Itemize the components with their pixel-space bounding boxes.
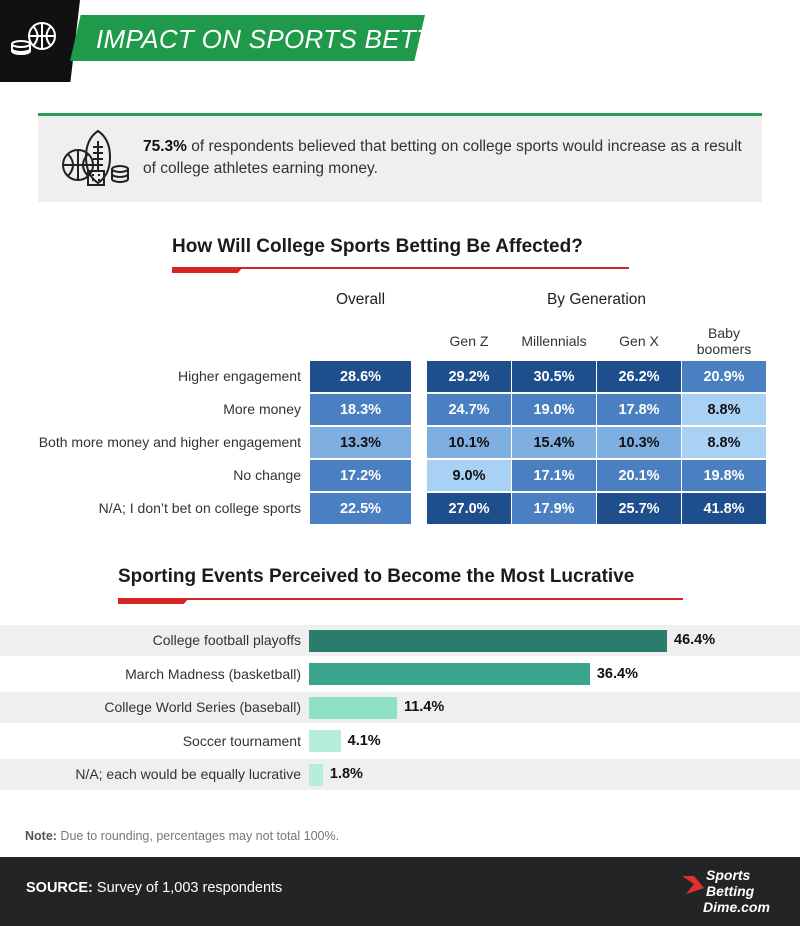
source-text: SOURCE: Survey of 1,003 respondents (26, 880, 282, 896)
bar-value-label: 11.4% (403, 699, 445, 715)
page-title: IMPACT ON SPORTS BETTING (96, 24, 480, 54)
table-cell: 18.3% (310, 394, 411, 425)
table-row-label: Higher engagement (178, 368, 301, 384)
bar-value-label: 36.4% (596, 665, 638, 682)
source-description: Survey of 1,003 respondents (92, 880, 283, 896)
table-title-accent (172, 268, 242, 273)
column-header: Gen X (619, 333, 659, 349)
table-cell: 17.9% (512, 493, 596, 524)
logo-line-1: Sports (706, 867, 751, 883)
bar-label: College World Series (baseball) (104, 699, 301, 715)
bar-label: College football playoffs (152, 632, 301, 648)
table-cell: 20.9% (682, 361, 766, 392)
table-cell: 10.3% (597, 427, 681, 458)
bar (309, 730, 341, 752)
sports-balls-icon (62, 129, 129, 186)
bar (309, 663, 590, 685)
logo-line-3: Dime.com (703, 899, 770, 915)
table-row-label: N/A; I don’t bet on college sports (98, 500, 301, 516)
sports-balls-coins-icon (11, 22, 56, 55)
bar-chart-title-underline (118, 598, 683, 600)
bar-label: Soccer tournament (182, 732, 301, 749)
highlight-box (38, 113, 762, 202)
table-cell: 8.8% (682, 427, 766, 458)
source-label: SOURCE: (26, 880, 93, 896)
table-cell: 19.0% (512, 394, 596, 425)
highlight-text: 75.3% of respondents believed that betti… (143, 136, 743, 180)
bar-chart-title-accent (118, 599, 188, 604)
table-row-label: More money (223, 401, 301, 417)
bar-row-band (0, 759, 800, 790)
bar-value-label: 46.4% (674, 632, 716, 648)
table-cell: 22.5% (310, 493, 411, 524)
bar-label: March Madness (basketball) (125, 665, 301, 682)
brand-logo-icon (682, 876, 704, 894)
table-row-label: No change (233, 467, 301, 483)
bar-row-band (0, 692, 800, 723)
table-cell: 17.2% (310, 460, 411, 491)
table-cell: 15.4% (512, 427, 596, 458)
header-banner (70, 15, 425, 61)
table-cell: 9.0% (427, 460, 511, 491)
table-title: How Will College Sports Betting Be Affec… (172, 236, 583, 257)
bar-chart-title: Sporting Events Perceived to Become the … (118, 566, 635, 587)
bar-label: N/A; each would be equally lucrative (75, 766, 301, 782)
column-header: Baby boomers (696, 325, 752, 357)
table-cell: 41.8% (682, 493, 766, 524)
footer (0, 857, 800, 926)
header-dark-block (0, 0, 80, 82)
table-title-underline (172, 267, 629, 269)
bar (309, 763, 323, 786)
table-cell: 25.7% (597, 493, 681, 524)
rounding-note: Note: Due to rounding, percentages may n… (25, 829, 339, 843)
bar-value-label: 1.8% (329, 766, 363, 782)
column-header: Millennials (521, 333, 587, 349)
table-cell: 17.1% (512, 460, 596, 491)
highlight-percent: 75.3% (143, 138, 187, 155)
table-cell: 24.7% (427, 394, 511, 425)
table-cell: 30.5% (512, 361, 596, 392)
table-cell: 19.8% (682, 460, 766, 491)
table-cell: 20.1% (597, 460, 681, 491)
bar-value-label: 4.1% (347, 732, 381, 749)
table-cell: 29.2% (427, 361, 511, 392)
group-header-generation: By Generation (546, 291, 647, 308)
highlight-description: of respondents believed that betting on … (143, 138, 742, 177)
column-header: Gen Z (449, 333, 489, 349)
bar (309, 696, 397, 719)
group-header-overall: Overall (335, 291, 386, 308)
note-text: Due to rounding, percentages may not tot… (56, 829, 340, 843)
table-cell: 26.2% (597, 361, 681, 392)
table-cell: 27.0% (427, 493, 511, 524)
bar (309, 629, 667, 652)
table-cell: 13.3% (310, 427, 411, 458)
table-cell: 8.8% (682, 394, 766, 425)
table-row-label: Both more money and higher engagement (38, 434, 301, 450)
table-cell: 17.8% (597, 394, 681, 425)
table-cell: 10.1% (427, 427, 511, 458)
table-cell: 28.6% (310, 361, 411, 392)
note-label: Note: (25, 829, 57, 843)
logo-line-2: Betting (706, 883, 755, 899)
